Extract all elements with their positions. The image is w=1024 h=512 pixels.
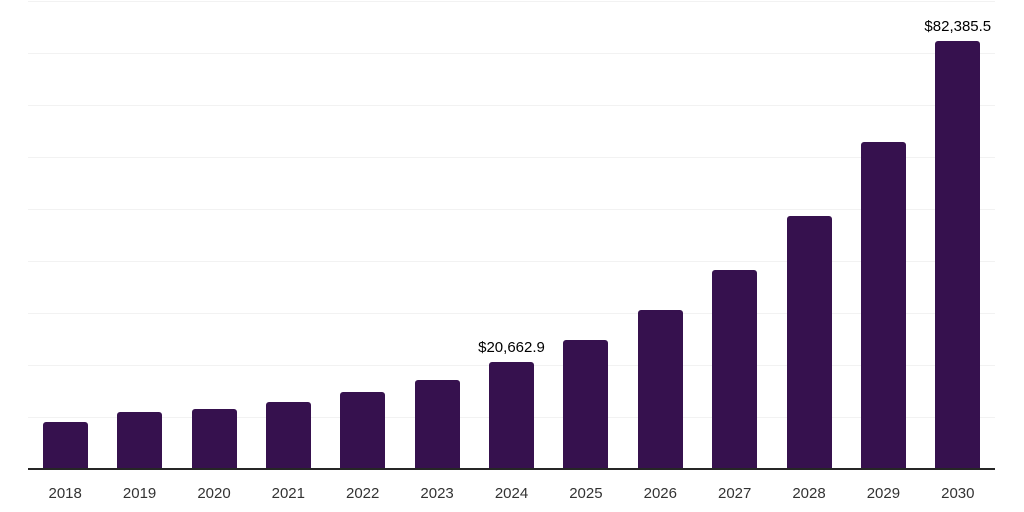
bar-2021 <box>265 401 311 469</box>
gridline-60000 <box>28 157 995 158</box>
bar-value-label-2030: $82,385.5 <box>924 17 992 35</box>
x-tick-2027: 2027 <box>718 485 752 502</box>
bar-2019 <box>117 411 163 469</box>
bar-2025 <box>563 339 609 469</box>
bar-2029 <box>860 141 906 469</box>
x-axis-line <box>28 468 995 470</box>
x-tick-2019: 2019 <box>122 485 157 502</box>
x-tick-2022: 2022 <box>346 485 380 502</box>
gridline-30000 <box>28 313 995 314</box>
x-tick-2026: 2026 <box>643 485 677 502</box>
x-tick-2020: 2020 <box>197 485 231 502</box>
x-tick-2025: 2025 <box>569 485 603 502</box>
bar-2030 <box>935 40 981 469</box>
x-tick-2030: 2030 <box>941 485 975 502</box>
bar-2018 <box>42 421 88 469</box>
bar-2023 <box>414 379 460 469</box>
gridline-40000 <box>28 261 995 262</box>
x-tick-2021: 2021 <box>271 485 305 502</box>
bar-2022 <box>340 391 386 469</box>
bar-2020 <box>191 408 237 469</box>
gridline-70000 <box>28 105 995 106</box>
bar-2026 <box>637 310 683 469</box>
gridline-90000 <box>28 1 995 2</box>
bar-value-label-2024: $20,662.9 <box>478 338 545 356</box>
bar-2028 <box>786 215 832 469</box>
bar-2027 <box>712 269 758 469</box>
x-tick-2023: 2023 <box>420 485 454 502</box>
x-tick-2029: 2029 <box>866 485 901 502</box>
x-tick-2024: 2024 <box>494 485 529 502</box>
gridline-80000 <box>28 53 995 54</box>
x-tick-2018: 2018 <box>48 485 82 502</box>
gridline-50000 <box>28 209 995 210</box>
x-tick-2028: 2028 <box>792 485 826 502</box>
bar-2024 <box>489 361 534 469</box>
